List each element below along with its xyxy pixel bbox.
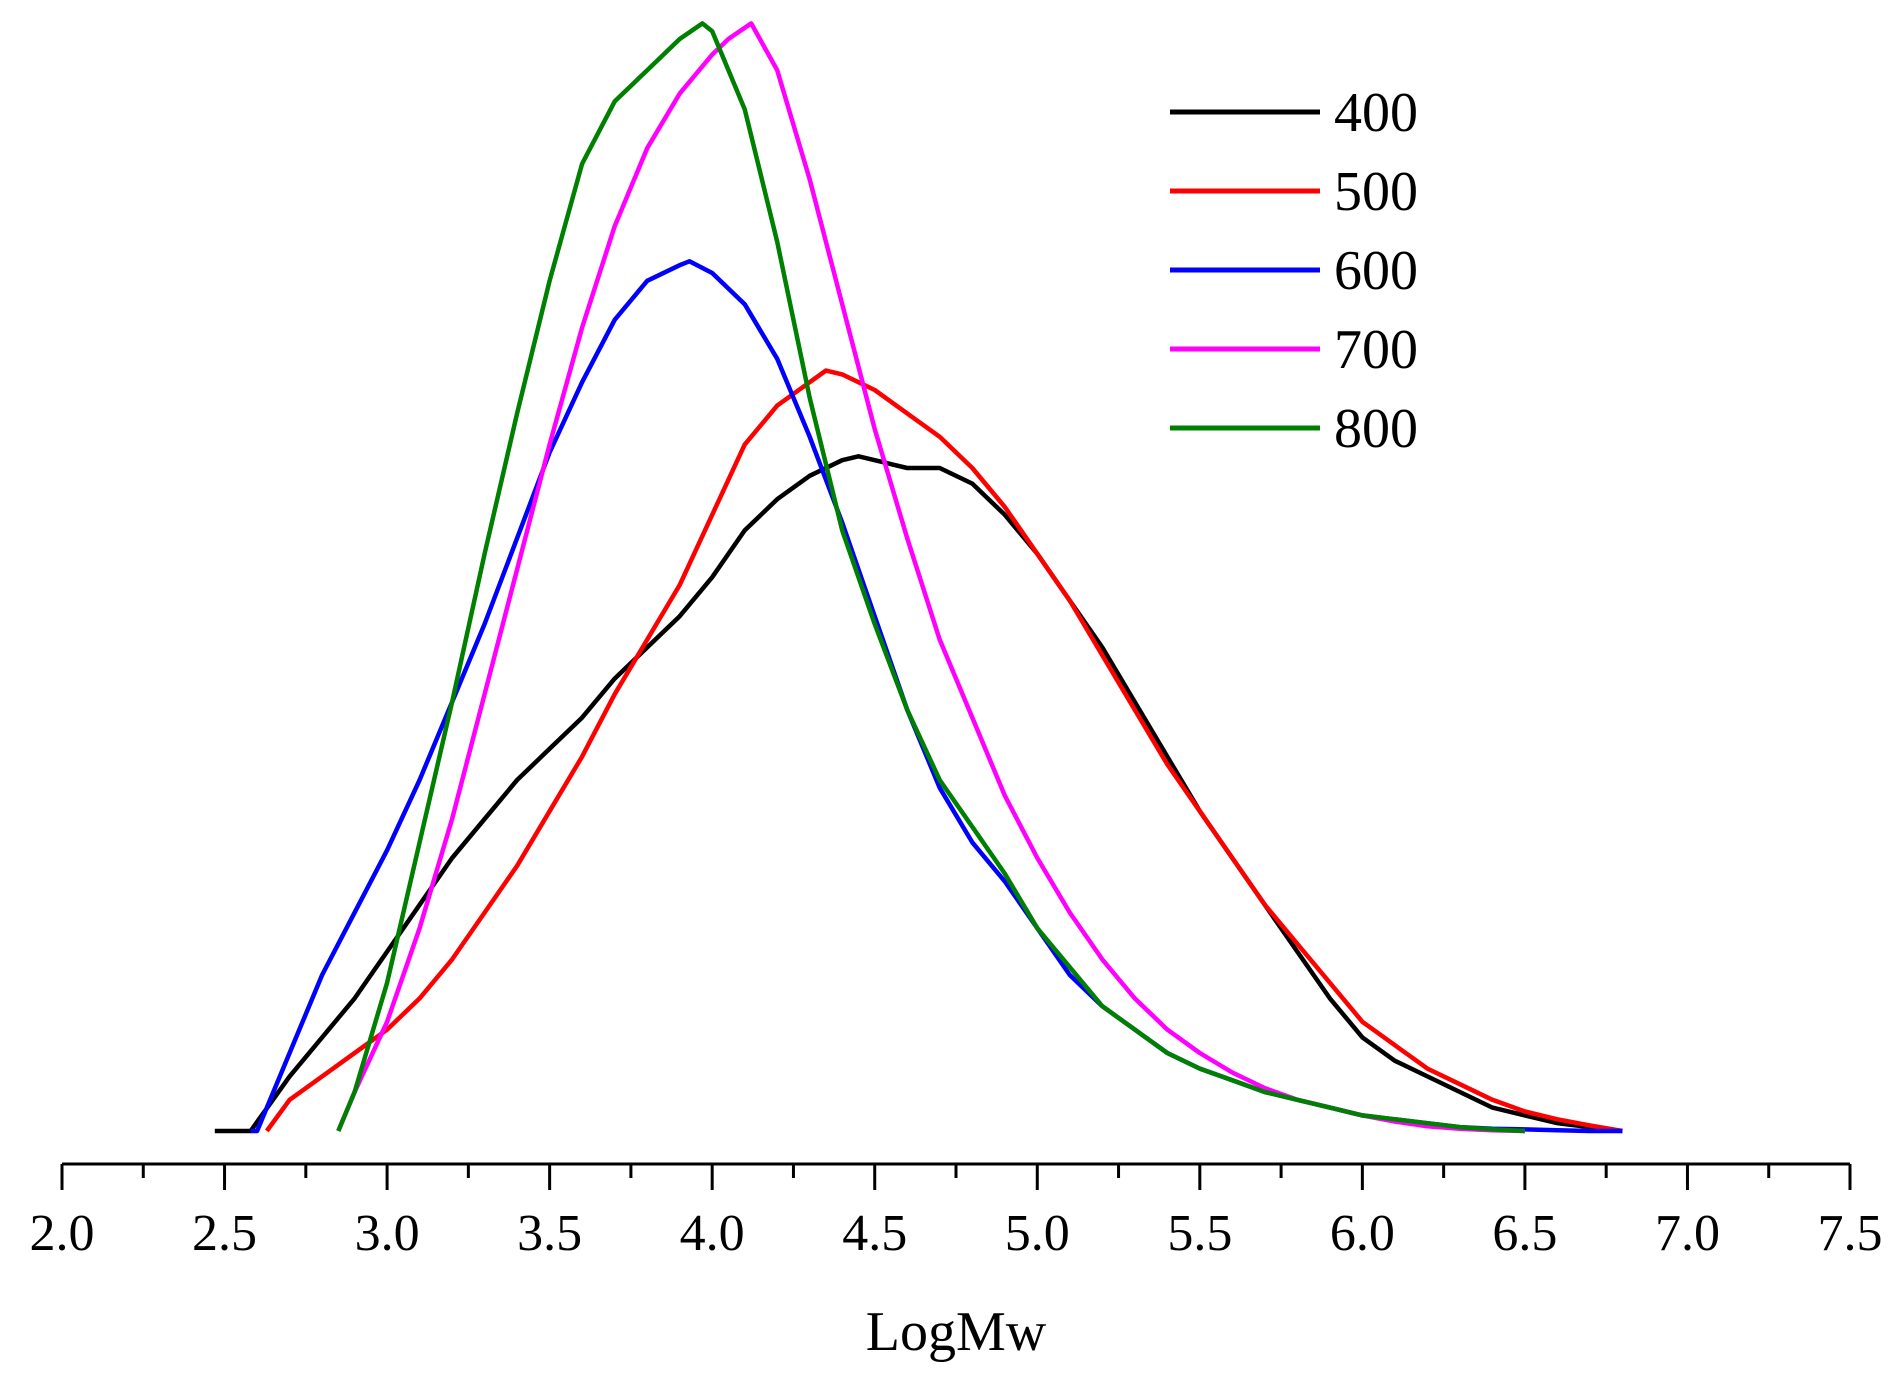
- series-line-400: [214, 454, 1623, 1134]
- x-tick-label: 7.0: [1655, 1205, 1720, 1262]
- plot-area: [214, 21, 1623, 1134]
- x-axis: 2.0 2.5 3.0 3.5 4.0 4.5 5.0 5.5 6.0 6.5 7.0 7.5: [30, 1162, 1883, 1262]
- x-tick-label: 3.5: [517, 1205, 582, 1262]
- legend-label-700: 700: [1334, 319, 1418, 381]
- x-tick-label: 6.0: [1330, 1205, 1395, 1262]
- legend-label-400: 400: [1334, 82, 1418, 144]
- x-tick-label: 5.5: [1167, 1205, 1232, 1262]
- series-line-600: [250, 259, 1623, 1134]
- series-line-500: [264, 368, 1623, 1134]
- x-tick-label: 6.5: [1492, 1205, 1557, 1262]
- x-tick-label: 3.0: [355, 1205, 420, 1262]
- series-line-800: [336, 21, 1526, 1134]
- x-tick-label: 2.0: [30, 1205, 95, 1262]
- x-tick-label: 2.5: [192, 1205, 257, 1262]
- x-tick-label: 7.5: [1818, 1205, 1883, 1262]
- x-tick-label: 4.5: [842, 1205, 907, 1262]
- x-axis-label: LogMw: [866, 1301, 1047, 1363]
- x-tick-label: 4.0: [680, 1205, 745, 1262]
- legend-label-600: 600: [1334, 240, 1418, 302]
- legend-label-800: 800: [1334, 398, 1418, 460]
- legend: 400 500 600 700 800: [1170, 82, 1418, 460]
- legend-label-500: 500: [1334, 161, 1418, 223]
- x-tick-label: 5.0: [1005, 1205, 1070, 1262]
